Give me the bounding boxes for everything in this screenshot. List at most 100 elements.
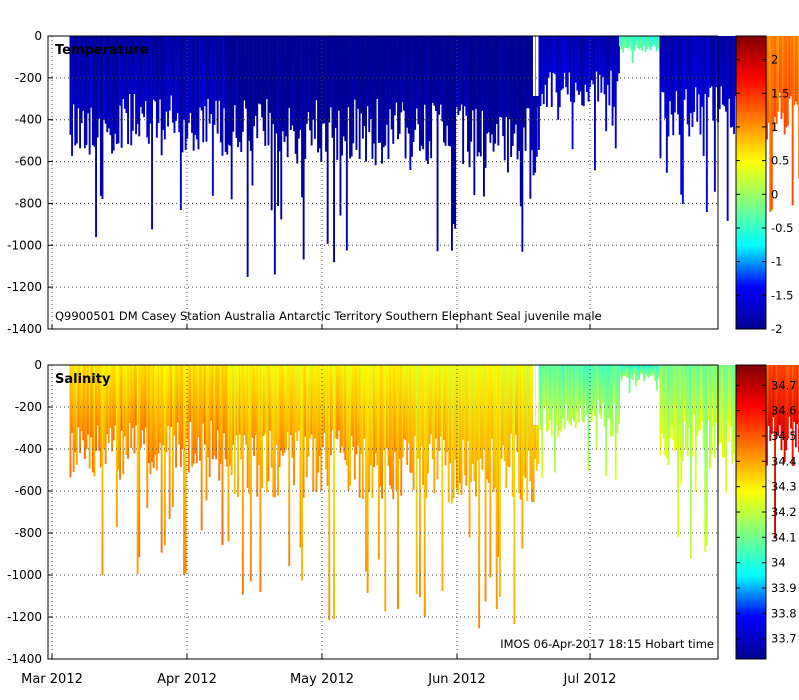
profile-column	[339, 36, 342, 216]
profile-column	[205, 36, 208, 142]
profile-column	[641, 36, 644, 51]
profile-column	[570, 36, 572, 102]
profile-column	[192, 36, 195, 151]
profile-column	[581, 36, 584, 106]
profile-column	[395, 365, 398, 491]
profile-column	[796, 365, 799, 425]
profile-column	[90, 365, 93, 438]
profile-column	[777, 365, 780, 437]
profile-column	[633, 36, 636, 52]
data-gap	[536, 365, 539, 425]
profile-column	[547, 36, 550, 78]
profile-column	[619, 36, 621, 47]
profile-column	[269, 36, 271, 113]
profile-column	[729, 36, 732, 128]
profile-column	[360, 365, 363, 455]
profile-column	[349, 36, 351, 159]
profile-column	[774, 365, 776, 539]
profile-column	[69, 36, 72, 135]
profile-column	[357, 365, 359, 446]
profile-column	[69, 365, 72, 478]
profile-column	[90, 36, 93, 108]
profile-column	[98, 36, 101, 119]
profile-column	[465, 365, 468, 486]
profile-column	[419, 365, 421, 598]
profile-column	[431, 36, 434, 103]
profile-column	[101, 365, 104, 576]
profile-column	[721, 36, 724, 105]
profile-column	[404, 36, 407, 159]
profile-column	[99, 36, 102, 196]
profile-column	[513, 365, 516, 625]
profile-column	[377, 36, 380, 143]
profile-column	[638, 36, 641, 50]
profile-column	[718, 365, 721, 444]
profile-column	[72, 365, 75, 473]
profile-column	[175, 365, 177, 468]
profile-column	[301, 365, 303, 581]
profile-column	[390, 36, 393, 130]
profile-column	[767, 36, 770, 123]
profile-column	[392, 36, 395, 144]
profile-column	[147, 365, 150, 464]
profile-column	[502, 365, 505, 446]
profile-column	[554, 36, 556, 75]
profile-column	[681, 36, 684, 204]
profile-column	[149, 365, 152, 475]
profile-column	[515, 36, 517, 125]
profile-column	[538, 365, 540, 405]
profile-column	[619, 365, 621, 377]
profile-column	[630, 365, 633, 379]
profile-column	[101, 36, 104, 199]
profile-column	[325, 36, 327, 152]
profile-column	[565, 36, 568, 88]
profile-column	[796, 36, 799, 105]
profile-column	[281, 36, 284, 132]
profile-column	[529, 365, 532, 482]
profile-column	[595, 365, 598, 451]
profile-column	[647, 36, 650, 47]
profile-column	[521, 365, 524, 549]
profile-column	[350, 36, 353, 157]
x-tick-label: May 2012	[290, 672, 354, 687]
profile-column	[123, 365, 126, 437]
profile-column	[529, 36, 532, 199]
profile-column	[598, 36, 601, 75]
profile-column	[582, 365, 585, 423]
profile-column	[688, 36, 691, 137]
profile-column	[467, 36, 469, 152]
profile-column	[315, 36, 318, 101]
profile-column	[505, 365, 508, 488]
profile-column	[119, 365, 121, 480]
profile-column	[433, 365, 436, 494]
profile-column	[697, 36, 700, 95]
profile-column	[696, 36, 699, 122]
profile-column	[439, 36, 442, 105]
profile-column	[152, 365, 155, 468]
profile-column	[527, 36, 530, 109]
profile-column	[505, 36, 508, 117]
profile-column	[590, 365, 593, 422]
profile-column	[334, 36, 337, 128]
profile-column	[425, 36, 428, 161]
grid	[48, 35, 718, 330]
profile-column	[146, 365, 149, 509]
profile-column	[427, 36, 429, 164]
profile-column	[638, 365, 641, 380]
profile-column	[128, 36, 131, 95]
profile-column	[304, 365, 307, 437]
profile-column	[568, 365, 571, 424]
profile-column	[353, 365, 356, 480]
profile-column	[409, 36, 412, 170]
profile-column	[770, 365, 773, 434]
profile-column	[441, 365, 444, 591]
profile-column	[387, 365, 390, 466]
profile-column	[93, 365, 96, 477]
profile-column	[515, 365, 517, 435]
profile-column	[392, 365, 395, 500]
profile-column	[627, 365, 629, 378]
profile-column	[331, 365, 334, 430]
profile-column	[622, 36, 625, 53]
profile-column	[697, 365, 700, 431]
profile-column	[605, 365, 608, 476]
